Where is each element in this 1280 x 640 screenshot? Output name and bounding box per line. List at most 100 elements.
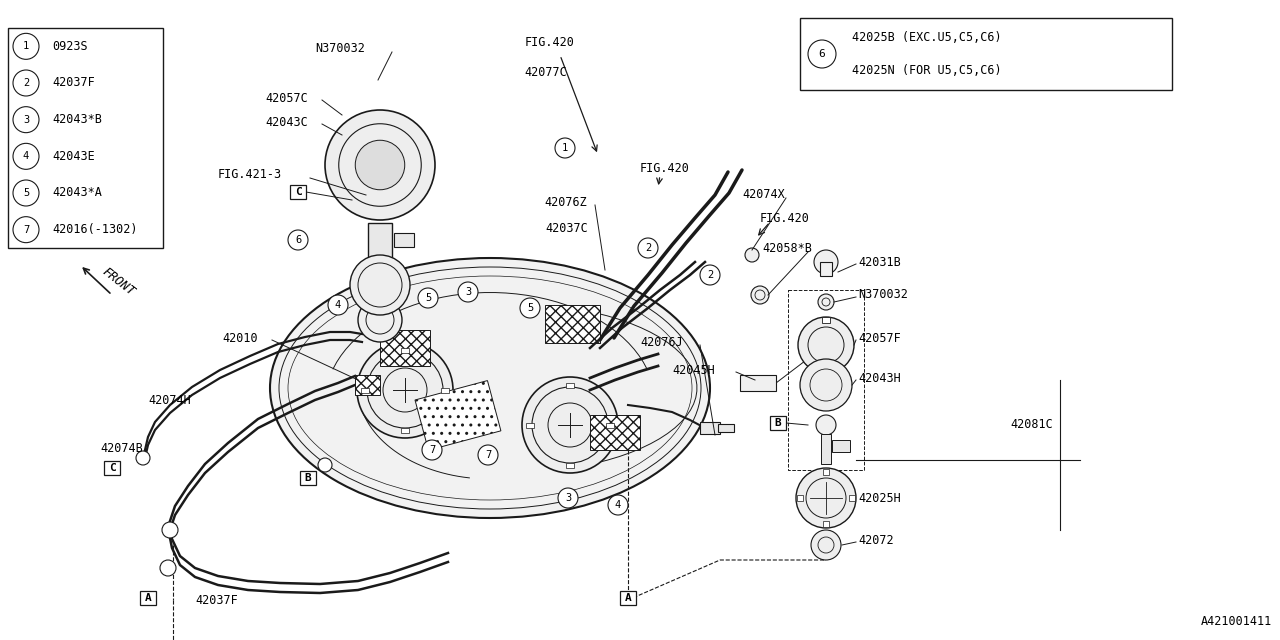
- Circle shape: [288, 230, 308, 250]
- Text: 42037C: 42037C: [545, 221, 588, 234]
- Bar: [380, 330, 430, 366]
- Text: 3: 3: [564, 493, 571, 503]
- Text: 42074X: 42074X: [742, 189, 785, 202]
- Text: C: C: [109, 463, 115, 473]
- Text: 5: 5: [23, 188, 29, 198]
- Text: 2: 2: [707, 270, 713, 280]
- Bar: [849, 495, 855, 501]
- Text: 42043*A: 42043*A: [52, 186, 102, 200]
- Text: 42058*B: 42058*B: [762, 241, 812, 255]
- Text: 5: 5: [425, 293, 431, 303]
- Text: 5: 5: [527, 303, 534, 313]
- Text: 42025H: 42025H: [858, 492, 901, 504]
- Text: 42057C: 42057C: [265, 92, 307, 104]
- Text: 3: 3: [465, 287, 471, 297]
- Circle shape: [520, 298, 540, 318]
- Circle shape: [808, 40, 836, 68]
- Bar: [140, 591, 156, 605]
- Circle shape: [637, 238, 658, 258]
- Circle shape: [317, 458, 332, 472]
- Text: 42010: 42010: [221, 332, 257, 344]
- Bar: [718, 424, 733, 432]
- Text: 2: 2: [23, 78, 29, 88]
- Circle shape: [13, 217, 38, 243]
- Bar: [415, 381, 500, 450]
- Text: FIG.420: FIG.420: [760, 211, 810, 225]
- Circle shape: [356, 140, 404, 189]
- Circle shape: [477, 445, 498, 465]
- Text: 2: 2: [645, 243, 652, 253]
- Text: N370032: N370032: [858, 289, 908, 301]
- Text: 42025N (FOR U5,C5,C6): 42025N (FOR U5,C5,C6): [852, 64, 1002, 77]
- Circle shape: [13, 33, 38, 60]
- Circle shape: [796, 468, 856, 528]
- Text: 42072: 42072: [858, 534, 893, 547]
- Text: 7: 7: [23, 225, 29, 235]
- Circle shape: [751, 286, 769, 304]
- Bar: [820, 262, 832, 276]
- Bar: [566, 463, 573, 467]
- Circle shape: [13, 143, 38, 170]
- Bar: [8, 28, 163, 248]
- Text: 42025B (EXC.U5,C5,C6): 42025B (EXC.U5,C5,C6): [852, 31, 1002, 44]
- Circle shape: [13, 180, 38, 206]
- Text: 42045H: 42045H: [672, 364, 714, 376]
- Text: A421001411: A421001411: [1201, 615, 1272, 628]
- Text: 6: 6: [819, 49, 826, 59]
- Bar: [832, 440, 850, 452]
- Text: 4: 4: [23, 151, 29, 161]
- Text: 42057F: 42057F: [858, 332, 901, 344]
- Circle shape: [357, 342, 453, 438]
- Text: 42076J: 42076J: [640, 335, 682, 349]
- Bar: [590, 415, 640, 450]
- Text: 42077C: 42077C: [524, 65, 567, 79]
- Bar: [394, 233, 413, 247]
- Circle shape: [556, 138, 575, 158]
- Text: 42043H: 42043H: [858, 371, 901, 385]
- Circle shape: [814, 250, 838, 274]
- Text: B: B: [774, 418, 781, 428]
- Circle shape: [558, 488, 579, 508]
- Circle shape: [522, 377, 618, 473]
- Text: A: A: [145, 593, 151, 603]
- Bar: [566, 383, 573, 387]
- Text: A: A: [625, 593, 631, 603]
- Bar: [442, 387, 449, 392]
- Bar: [355, 375, 380, 395]
- Ellipse shape: [270, 258, 710, 518]
- Text: FIG.420: FIG.420: [640, 161, 690, 175]
- Circle shape: [797, 317, 854, 373]
- Text: FIG.421-3: FIG.421-3: [218, 168, 282, 182]
- Text: FIG.420: FIG.420: [525, 35, 575, 49]
- Circle shape: [349, 255, 410, 315]
- Bar: [620, 591, 636, 605]
- Circle shape: [422, 440, 442, 460]
- Circle shape: [419, 288, 438, 308]
- Text: 7: 7: [485, 450, 492, 460]
- Bar: [361, 387, 369, 392]
- Text: 42074H: 42074H: [148, 394, 191, 406]
- Bar: [800, 18, 1172, 90]
- Circle shape: [358, 298, 402, 342]
- Text: 1: 1: [562, 143, 568, 153]
- Text: 42031B: 42031B: [858, 255, 901, 269]
- Text: FRONT: FRONT: [100, 266, 137, 299]
- Bar: [797, 495, 803, 501]
- Bar: [526, 422, 534, 428]
- Text: 3: 3: [23, 115, 29, 125]
- Circle shape: [817, 415, 836, 435]
- Text: 42076Z: 42076Z: [544, 195, 586, 209]
- Bar: [605, 422, 614, 428]
- Text: 42037F: 42037F: [195, 593, 238, 607]
- Text: 0923S: 0923S: [52, 40, 87, 53]
- Circle shape: [458, 282, 477, 302]
- Text: B: B: [305, 473, 311, 483]
- Text: 42037F: 42037F: [52, 77, 95, 90]
- Text: 6: 6: [294, 235, 301, 245]
- Bar: [369, 223, 392, 278]
- Bar: [545, 305, 600, 343]
- Text: 42043E: 42043E: [52, 150, 95, 163]
- Text: 42016(-1302): 42016(-1302): [52, 223, 137, 236]
- Text: N370032: N370032: [315, 42, 365, 54]
- Circle shape: [812, 530, 841, 560]
